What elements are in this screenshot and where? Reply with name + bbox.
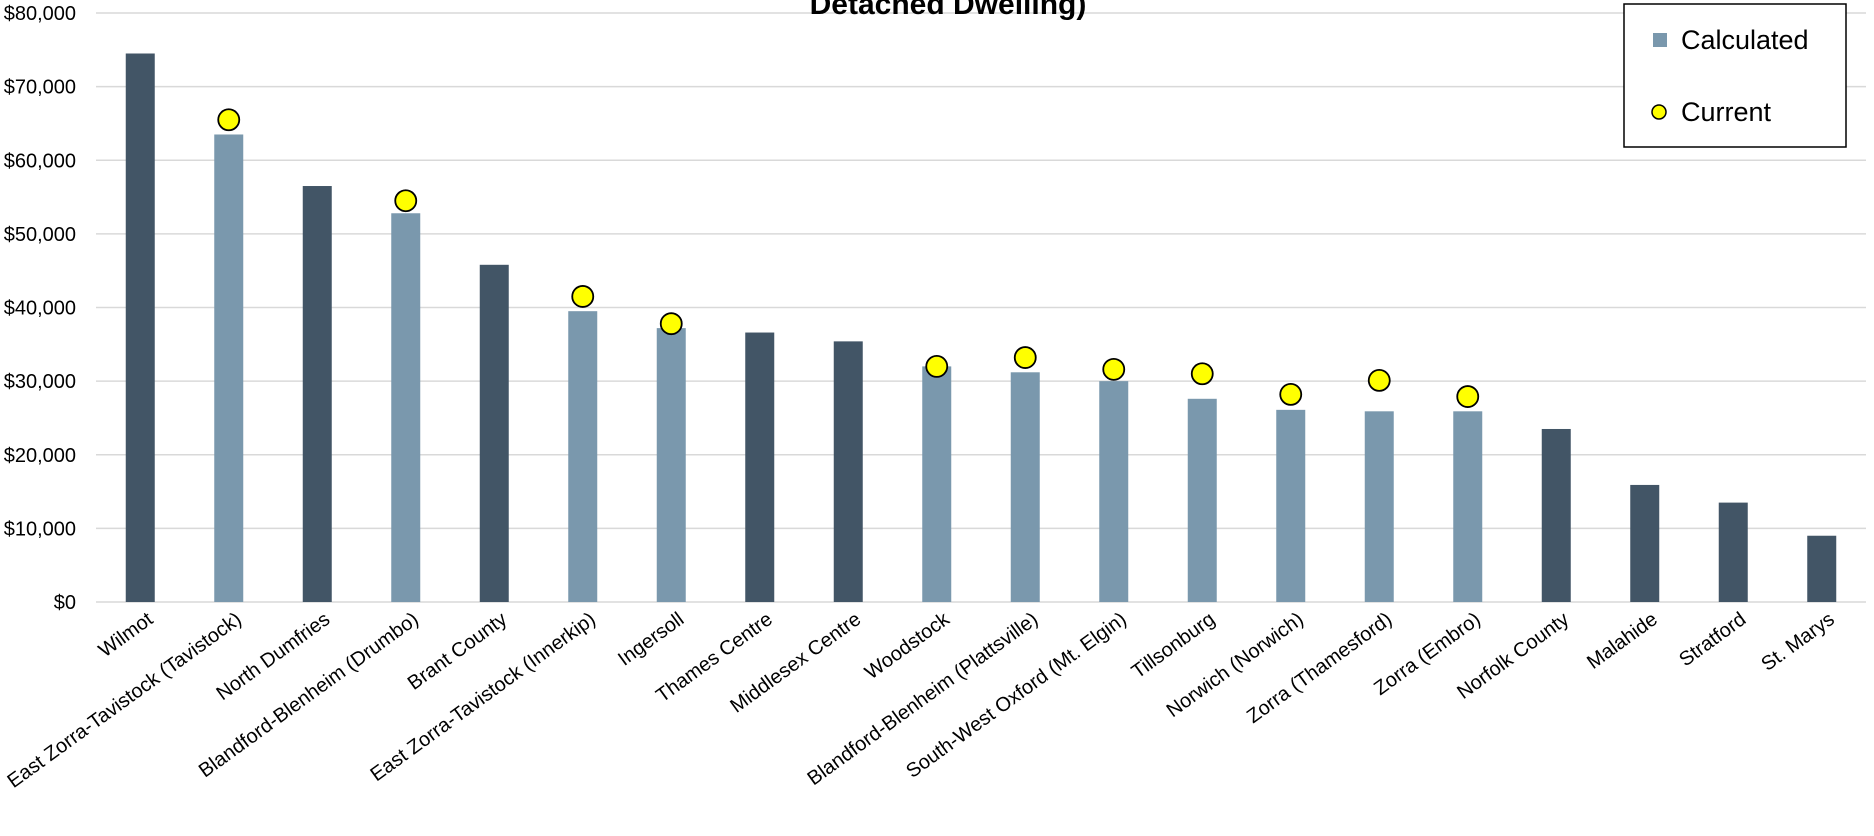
x-tick-label: Stratford bbox=[1675, 608, 1750, 671]
bar bbox=[302, 186, 332, 603]
legend-swatch-current bbox=[1651, 104, 1667, 120]
bar bbox=[1807, 535, 1837, 602]
legend-label-current: Current bbox=[1681, 97, 1772, 127]
y-tick-label: $50,000 bbox=[4, 224, 76, 246]
current-marker bbox=[1279, 382, 1303, 406]
current-marker bbox=[217, 108, 241, 132]
current-markers bbox=[217, 108, 1480, 408]
bar bbox=[568, 311, 598, 602]
chart-title: Detached Dwelling) bbox=[810, 0, 1087, 21]
bar bbox=[656, 328, 686, 602]
current-marker bbox=[394, 189, 418, 213]
y-tick-label: $20,000 bbox=[4, 445, 76, 467]
bars bbox=[125, 53, 1837, 603]
legend-swatch-calculated bbox=[1653, 33, 1667, 47]
y-tick-label: $30,000 bbox=[4, 371, 76, 393]
bar bbox=[1630, 484, 1660, 602]
bar bbox=[1541, 428, 1571, 602]
bar bbox=[922, 366, 952, 602]
current-marker bbox=[1456, 385, 1480, 408]
y-tick-label: $80,000 bbox=[4, 3, 76, 25]
x-tick-label: Tillsonburg bbox=[1128, 608, 1219, 683]
y-tick-label: $10,000 bbox=[4, 518, 76, 540]
legend-box bbox=[1623, 3, 1847, 148]
gridlines bbox=[96, 12, 1866, 603]
x-tick-label: Wilmot bbox=[95, 608, 158, 662]
bar bbox=[745, 332, 775, 602]
y-axis-ticks: $0 $10,000 $20,000 $30,000 $40,000 $50,000 $60… bbox=[4, 3, 76, 614]
x-tick-label: Zorra (Thamesford) bbox=[1243, 608, 1396, 728]
current-marker bbox=[571, 285, 595, 308]
bar bbox=[1276, 409, 1306, 602]
bar bbox=[1718, 502, 1748, 602]
x-tick-label: Malahide bbox=[1583, 608, 1662, 674]
bar bbox=[833, 341, 863, 602]
current-marker bbox=[1013, 346, 1037, 369]
current-marker bbox=[1190, 362, 1214, 386]
current-marker bbox=[925, 354, 949, 378]
y-tick-label: $40,000 bbox=[4, 298, 76, 320]
x-tick-label: St. Marys bbox=[1757, 608, 1838, 675]
bar bbox=[1099, 381, 1129, 602]
bar bbox=[1187, 398, 1217, 602]
legend: Calculated Current bbox=[1623, 3, 1847, 148]
current-marker bbox=[1102, 357, 1126, 381]
y-tick-label: $60,000 bbox=[4, 150, 76, 172]
bar bbox=[479, 264, 509, 602]
legend-label-calculated: Calculated bbox=[1681, 25, 1809, 55]
current-marker bbox=[1367, 368, 1391, 392]
bar bbox=[1010, 372, 1040, 602]
bar bbox=[391, 213, 421, 602]
bar bbox=[1364, 411, 1394, 602]
bar bbox=[125, 53, 155, 602]
bar bbox=[1453, 411, 1483, 602]
x-tick-label: Ingersoll bbox=[614, 608, 688, 670]
bar bbox=[214, 134, 244, 602]
current-marker bbox=[659, 312, 683, 336]
y-tick-label: $0 bbox=[54, 592, 76, 614]
y-tick-label: $70,000 bbox=[4, 77, 76, 99]
